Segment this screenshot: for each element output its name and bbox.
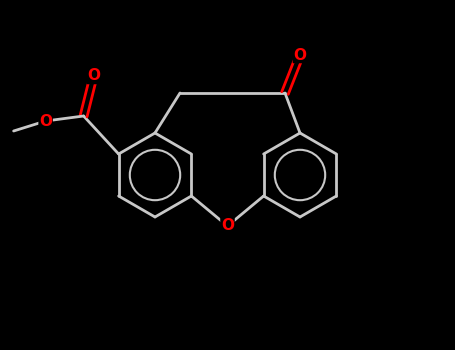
Text: O: O [221,218,234,233]
Text: O: O [87,69,100,84]
Text: O: O [293,48,307,63]
Text: O: O [39,113,52,128]
